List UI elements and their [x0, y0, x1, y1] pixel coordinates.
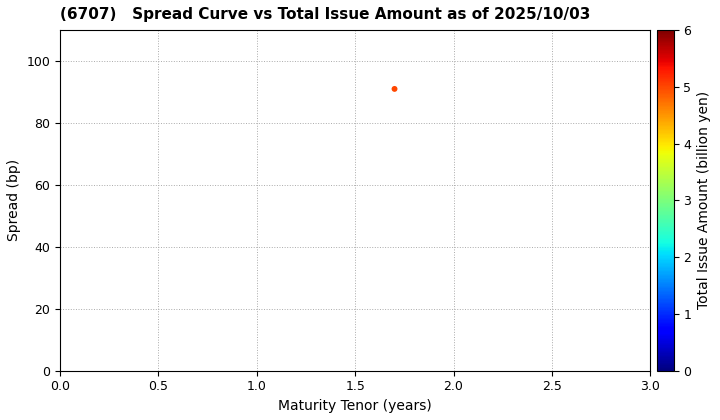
X-axis label: Maturity Tenor (years): Maturity Tenor (years)	[279, 399, 432, 413]
Text: (6707)   Spread Curve vs Total Issue Amount as of 2025/10/03: (6707) Spread Curve vs Total Issue Amoun…	[60, 7, 590, 22]
Y-axis label: Spread (bp): Spread (bp)	[7, 159, 21, 242]
Point	[389, 86, 400, 92]
Y-axis label: Total Issue Amount (billion yen): Total Issue Amount (billion yen)	[697, 92, 711, 310]
